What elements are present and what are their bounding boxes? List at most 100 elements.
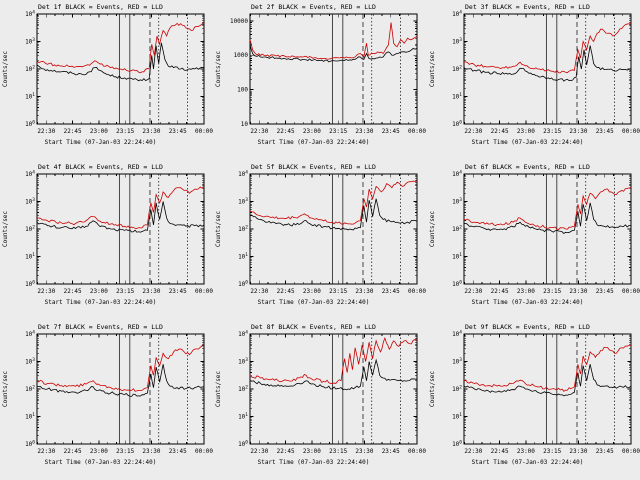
x-tick-label: 00:00 — [408, 128, 426, 135]
plot-canvas-4: 22:30 22:45 23:00 23:15 23:30 23:45 00:00 100 10… — [2, 163, 213, 306]
x-tick-label: 00:00 — [195, 288, 213, 295]
plot-canvas-8: 22:30 22:45 23:00 23:15 23:30 23:45 00:00 100 10… — [215, 323, 426, 466]
x-tick-label: 23:00 — [303, 128, 321, 135]
x-tick-label: 00:00 — [622, 448, 640, 455]
x-tick-label: 23:30 — [569, 288, 587, 295]
x-tick-label: 22:30 — [464, 288, 482, 295]
x-tick-label: 00:00 — [195, 448, 213, 455]
series-events-line — [463, 45, 631, 82]
x-tick-label: 22:30 — [251, 128, 269, 135]
y-tick-label: 104 — [25, 10, 35, 18]
x-tick-label: 22:45 — [490, 448, 508, 455]
y-tick-label: 101 — [25, 412, 35, 420]
x-tick-label: 22:30 — [464, 128, 482, 135]
x-tick-label: 00:00 — [408, 288, 426, 295]
series-lld-line — [36, 21, 205, 74]
y-tick-label: 103 — [238, 357, 248, 365]
y-tick-label: 102 — [452, 65, 462, 73]
x-tick-label: 23:30 — [142, 448, 160, 455]
x-tick-label: 23:15 — [329, 288, 347, 295]
x-tick-label: 22:45 — [277, 288, 295, 295]
x-tick-label: 23:30 — [142, 128, 160, 135]
plot-frame — [463, 13, 632, 125]
series-lld-line — [36, 186, 205, 229]
x-tick-label: 23:30 — [569, 448, 587, 455]
x-tick-label: 23:45 — [382, 128, 400, 135]
y-tick-label: 102 — [452, 225, 462, 233]
y-tick-label: 100 — [238, 439, 248, 448]
x-tick-label: 23:45 — [382, 288, 400, 295]
x-tick-label: 23:30 — [569, 128, 587, 135]
plot-canvas-6: 22:30 22:45 23:00 23:15 23:30 23:45 00:00 100 10… — [429, 163, 640, 306]
x-axis-label: Start Time (07-Jan-03 22:24:40) — [471, 459, 583, 466]
plot-canvas-7: 22:30 22:45 23:00 23:15 23:30 23:45 00:00 100 10… — [2, 323, 213, 466]
x-axis-label: Start Time (07-Jan-03 22:24:40) — [45, 459, 157, 466]
y-axis-label: Counts/sec — [429, 211, 436, 247]
x-tick-label: 23:30 — [142, 288, 160, 295]
x-tick-label: 23:15 — [116, 128, 134, 135]
plot-canvas-9: 22:30 22:45 23:00 23:15 23:30 23:45 00:00 100 10… — [429, 323, 640, 466]
x-tick-label: 23:15 — [329, 128, 347, 135]
y-tick-label: 104 — [452, 330, 462, 338]
series-lld-line — [463, 23, 631, 74]
plot-title: Det 8f BLACK = Events, RED = LLD — [251, 323, 376, 331]
x-tick-label: 23:00 — [90, 288, 108, 295]
plot-cell-2: 22:30 22:45 23:00 23:15 23:30 23:45 00:00 10 100… — [213, 0, 426, 160]
x-tick-label: 00:00 — [408, 448, 426, 455]
x-tick-label: 22:30 — [251, 448, 269, 455]
series-lld-line — [250, 336, 418, 384]
x-tick-label: 23:45 — [595, 448, 613, 455]
y-tick-label: 101 — [238, 252, 248, 260]
plot-cell-8: 22:30 22:45 23:00 23:15 23:30 23:45 00:00 100 10… — [213, 320, 426, 480]
series-lld-line — [463, 187, 631, 231]
y-axis-label: Counts/sec — [2, 371, 9, 407]
x-tick-label: 23:15 — [329, 448, 347, 455]
x-tick-label: 23:00 — [517, 128, 535, 135]
plot-cell-5: 22:30 22:45 23:00 23:15 23:30 23:45 00:00 100 10… — [213, 160, 426, 320]
plot-canvas-2: 22:30 22:45 23:00 23:15 23:30 23:45 00:00 10 100… — [215, 3, 426, 146]
x-tick-label: 23:00 — [90, 128, 108, 135]
y-tick-label: 102 — [25, 65, 35, 73]
x-tick-label: 23:15 — [543, 448, 561, 455]
series-lld-line — [463, 344, 631, 392]
plot-canvas-3: 22:30 22:45 23:00 23:15 23:30 23:45 00:00 100 10… — [429, 3, 640, 146]
x-axis-label: Start Time (07-Jan-03 22:24:40) — [471, 299, 583, 306]
x-tick-label: 22:30 — [251, 288, 269, 295]
x-tick-label: 22:30 — [37, 128, 55, 135]
plot-title: Det 1f BLACK = Events, RED = LLD — [38, 3, 163, 11]
x-tick-label: 22:45 — [64, 288, 82, 295]
series-lld-line — [250, 180, 418, 225]
plot-cell-3: 22:30 22:45 23:00 23:15 23:30 23:45 00:00 100 10… — [427, 0, 640, 160]
x-tick-label: 23:00 — [303, 288, 321, 295]
x-tick-label: 23:00 — [90, 448, 108, 455]
x-tick-label: 23:00 — [517, 448, 535, 455]
y-tick-label: 101 — [452, 412, 462, 420]
plot-frame — [463, 333, 632, 445]
y-tick-label: 104 — [238, 170, 248, 178]
y-tick-label: 1000 — [234, 52, 249, 59]
y-tick-label: 102 — [238, 385, 248, 393]
y-tick-label: 103 — [452, 37, 462, 45]
plot-cell-1: 22:30 22:45 23:00 23:15 23:30 23:45 00:00 100 10… — [0, 0, 213, 160]
y-tick-label: 102 — [25, 385, 35, 393]
series-lld-line — [36, 345, 205, 392]
y-tick-label: 104 — [25, 330, 35, 338]
y-tick-label: 103 — [25, 197, 35, 205]
plot-title: Det 7f BLACK = Events, RED = LLD — [38, 323, 163, 331]
x-tick-label: 00:00 — [622, 128, 640, 135]
y-tick-label: 101 — [238, 412, 248, 420]
y-tick-label: 104 — [452, 10, 462, 18]
x-axis-label: Start Time (07-Jan-03 22:24:40) — [258, 459, 370, 466]
plot-title: Det 9f BLACK = Events, RED = LLD — [465, 323, 590, 331]
x-tick-label: 23:00 — [303, 448, 321, 455]
x-tick-label: 22:45 — [277, 128, 295, 135]
plot-title: Det 3f BLACK = Events, RED = LLD — [465, 3, 590, 11]
y-tick-label: 104 — [25, 170, 35, 178]
plot-cell-9: 22:30 22:45 23:00 23:15 23:30 23:45 00:00 100 10… — [427, 320, 640, 480]
x-tick-label: 23:45 — [595, 128, 613, 135]
y-axis-label: Counts/sec — [215, 51, 222, 87]
plot-canvas-1: 22:30 22:45 23:00 23:15 23:30 23:45 00:00 100 10… — [2, 3, 213, 146]
x-tick-label: 23:15 — [543, 288, 561, 295]
y-axis-label: Counts/sec — [2, 211, 9, 247]
y-tick-label: 103 — [452, 197, 462, 205]
